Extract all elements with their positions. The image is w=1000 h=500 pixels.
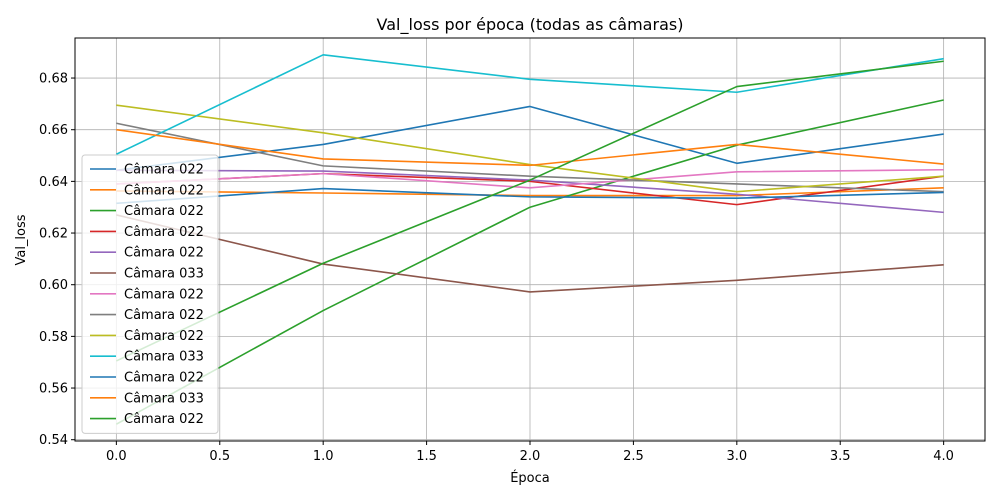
y-tick-label: 0.64 (39, 175, 68, 190)
legend-label: Câmara 022 (124, 412, 204, 427)
legend-label: Câmara 033 (124, 267, 204, 282)
series-line (116, 187, 944, 205)
y-tick-label: 0.56 (39, 382, 68, 397)
legend-box (81, 154, 219, 434)
legend-label: Câmara 022 (124, 308, 204, 323)
legend-label: Câmara 033 (124, 391, 204, 406)
x-tick-label: 1.5 (416, 449, 437, 464)
series-line (116, 105, 944, 172)
y-tick-label: 0.62 (39, 227, 68, 242)
x-tick-label: 1.0 (313, 449, 334, 464)
x-tick-label: 2.5 (623, 449, 644, 464)
series-line (115, 99, 944, 425)
y-tick-label: 0.54 (39, 433, 68, 448)
legend-label: Câmara 022 (124, 246, 204, 261)
y-tick-label: 0.66 (39, 123, 68, 138)
y-axis-title: Val_loss (14, 214, 29, 265)
y-tick-label: 0.58 (39, 330, 68, 345)
axes: 0.0 0.5 1.0 1.5 2.0 2.5 3.0 3.5 4.0 0.54 0.56 0.58 0… (39, 37, 986, 464)
chart-title: Val_loss por época (todas as câmaras) (377, 15, 684, 35)
x-tick-label: 0.5 (209, 449, 230, 464)
legend-label: Câmara 022 (124, 329, 204, 344)
legend-label: Câmara 022 (124, 287, 204, 302)
x-tick-label: 3.0 (726, 449, 747, 464)
legend-label: Câmara 022 (124, 163, 204, 178)
x-tick-label: 4.0 (933, 449, 954, 464)
x-tick-label: 3.5 (830, 449, 851, 464)
series-line (116, 53, 944, 155)
y-tick-label: 0.68 (39, 72, 68, 87)
series-lines (115, 53, 944, 425)
legend-label: Câmara 033 (124, 350, 204, 365)
legend-label: Câmara 022 (124, 204, 204, 219)
series-line (116, 60, 944, 362)
series-line (116, 187, 944, 197)
x-tick-label: 2.0 (520, 449, 541, 464)
legend-label: Câmara 022 (124, 225, 204, 240)
legend: Câmara 022 Câmara 022 Câmara 022 Câmara 022… (81, 154, 219, 434)
x-axis-title: Época (510, 470, 550, 486)
series-line (116, 168, 944, 189)
series-line (116, 214, 944, 293)
x-tick-label: 0.0 (106, 449, 127, 464)
legend-label: Câmara 022 (124, 183, 204, 198)
y-tick-label: 0.60 (39, 278, 68, 293)
series-line (116, 128, 944, 167)
legend-label: Câmara 022 (124, 371, 204, 386)
